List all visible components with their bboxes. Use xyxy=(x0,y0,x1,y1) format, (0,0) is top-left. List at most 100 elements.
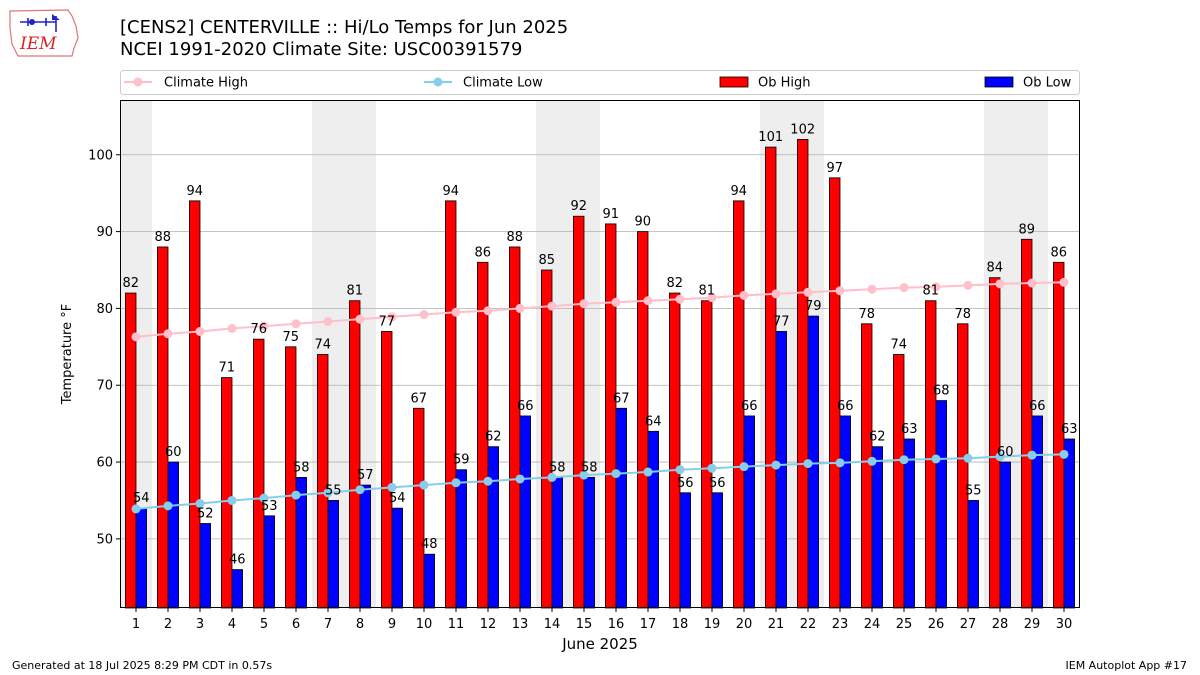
legend-ob-low-label: Ob Low xyxy=(1023,76,1072,91)
x-tick-label-15: 15 xyxy=(576,617,593,632)
climate-low-point-8 xyxy=(355,485,365,495)
ob-low-bar-20 xyxy=(743,415,755,609)
climate-high-point-24 xyxy=(867,284,877,294)
ob-high-bar-28 xyxy=(989,277,1001,609)
ob-low-label-12: 62 xyxy=(485,430,502,445)
ob-high-label-11: 94 xyxy=(442,184,459,199)
ob-low-label-2: 60 xyxy=(165,445,182,460)
ob-high-label-17: 90 xyxy=(634,215,651,230)
ob-high-label-5: 76 xyxy=(250,322,267,337)
x-tick-label-19: 19 xyxy=(704,617,721,632)
ob-low-label-30: 63 xyxy=(1061,422,1078,437)
climate-low-point-10 xyxy=(419,480,429,490)
ob-high-bar-5 xyxy=(253,338,265,609)
climate-low-point-19 xyxy=(707,463,717,473)
ob-low-label-8: 57 xyxy=(357,468,374,483)
legend-ob-low-swatch xyxy=(984,76,1014,88)
ob-high-label-9: 77 xyxy=(378,314,395,329)
x-axis-label: June 2025 xyxy=(561,635,638,653)
climate-low-point-7 xyxy=(323,488,333,498)
ob-high-bar-13 xyxy=(509,246,521,609)
x-tick-label-7: 7 xyxy=(324,617,332,632)
climate-low-point-25 xyxy=(899,455,909,465)
ob-low-bar-5 xyxy=(263,515,275,609)
climate-low-point-18 xyxy=(675,465,685,475)
ob-low-bar-10 xyxy=(423,553,435,609)
climate-high-point-6 xyxy=(291,319,301,329)
ob-high-label-14: 85 xyxy=(538,253,555,268)
climate-high-point-20 xyxy=(739,290,749,300)
ob-high-bar-21 xyxy=(765,146,777,609)
ob-high-bar-4 xyxy=(221,377,233,609)
climate-low-point-16 xyxy=(611,469,621,479)
x-tick-label-21: 21 xyxy=(768,617,785,632)
ob-low-label-21: 77 xyxy=(773,314,790,329)
x-tick-label-9: 9 xyxy=(388,617,396,632)
ob-low-label-15: 58 xyxy=(581,460,598,475)
x-tick-label-2: 2 xyxy=(164,617,172,632)
ob-low-bar-4 xyxy=(231,569,243,609)
x-tick-label-23: 23 xyxy=(832,617,849,632)
x-tick-label-26: 26 xyxy=(928,617,945,632)
ob-high-label-12: 86 xyxy=(474,245,491,260)
x-tick-label-12: 12 xyxy=(480,617,497,632)
climate-low-point-28 xyxy=(995,452,1005,462)
ob-low-bar-16 xyxy=(615,407,627,609)
ob-low-bar-3 xyxy=(199,523,211,609)
climate-high-point-22 xyxy=(803,287,813,297)
climate-high-point-3 xyxy=(195,326,205,336)
climate-low-point-23 xyxy=(835,458,845,468)
ob-low-label-26: 68 xyxy=(933,384,950,399)
climate-high-point-13 xyxy=(515,303,525,313)
x-tick-label-13: 13 xyxy=(512,617,529,632)
ob-high-label-20: 94 xyxy=(730,184,747,199)
climate-low-point-9 xyxy=(387,482,397,492)
climate-low-point-29 xyxy=(1027,450,1037,460)
climate-high-point-8 xyxy=(355,314,365,324)
ob-low-bar-21 xyxy=(775,331,787,609)
y-axis-label: Temperature °F xyxy=(60,304,75,405)
climate-low-point-24 xyxy=(867,456,877,466)
x-tick-label-17: 17 xyxy=(640,617,657,632)
climate-low-point-21 xyxy=(771,460,781,470)
climate-high-point-21 xyxy=(771,289,781,299)
ob-low-label-20: 66 xyxy=(741,399,758,414)
y-tick-label-90: 90 xyxy=(96,225,113,240)
ob-high-label-7: 74 xyxy=(314,338,331,353)
climate-low-point-26 xyxy=(931,454,941,464)
ob-high-bar-16 xyxy=(605,223,617,609)
ob-high-bar-8 xyxy=(349,300,361,609)
legend-climate-low-marker xyxy=(433,77,443,87)
climate-high-point-15 xyxy=(579,299,589,309)
ob-low-label-28: 60 xyxy=(997,445,1014,460)
climate-high-point-4 xyxy=(227,323,237,333)
ob-high-label-28: 84 xyxy=(986,261,1003,276)
climate-high-point-27 xyxy=(963,280,973,290)
x-tick-label-6: 6 xyxy=(292,617,300,632)
x-tick-label-16: 16 xyxy=(608,617,625,632)
x-tick-label-10: 10 xyxy=(416,617,433,632)
ob-low-bar-27 xyxy=(967,500,979,609)
ob-low-label-10: 48 xyxy=(421,537,438,552)
ob-low-label-25: 63 xyxy=(901,422,918,437)
y-tick-label-70: 70 xyxy=(96,379,113,394)
ob-low-label-29: 66 xyxy=(1029,399,1046,414)
ob-high-bar-23 xyxy=(829,177,841,609)
ob-low-label-17: 64 xyxy=(645,414,662,429)
ob-low-bar-14 xyxy=(551,477,563,609)
x-tick-label-3: 3 xyxy=(196,617,204,632)
ob-low-label-6: 58 xyxy=(293,460,310,475)
x-tick-label-27: 27 xyxy=(960,617,977,632)
ob-low-label-19: 56 xyxy=(709,476,726,491)
climate-high-point-25 xyxy=(899,283,909,293)
ob-low-label-11: 59 xyxy=(453,453,470,468)
ob-low-bar-23 xyxy=(839,415,851,609)
climate-high-point-9 xyxy=(387,312,397,322)
legend-ob-high-label: Ob High xyxy=(758,76,811,91)
ob-low-label-14: 58 xyxy=(549,460,566,475)
ob-low-label-27: 55 xyxy=(965,483,982,498)
ob-low-bar-17 xyxy=(647,430,659,609)
ob-low-bar-2 xyxy=(167,461,179,609)
ob-high-bar-22 xyxy=(797,139,809,609)
